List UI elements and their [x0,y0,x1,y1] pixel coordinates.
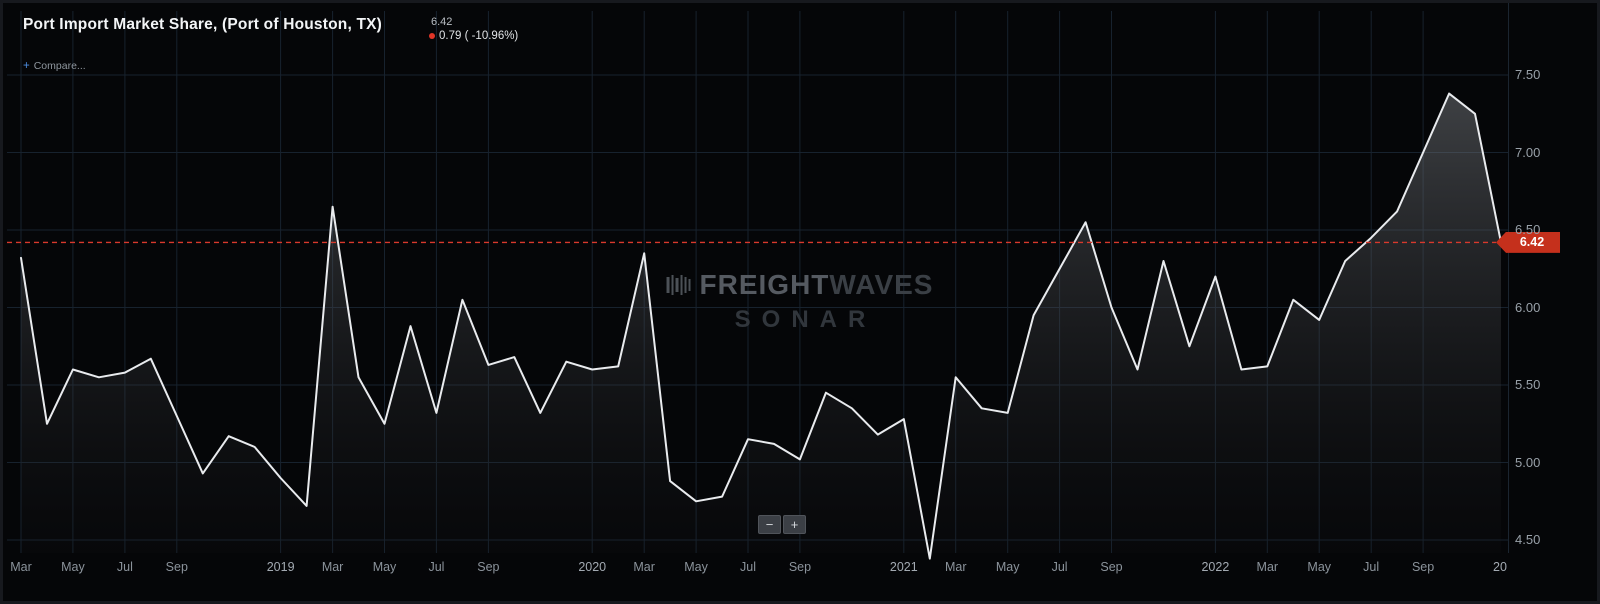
x-axis-label: Sep [165,560,188,574]
compare-label: Compare... [33,60,86,72]
current-price-tag: 6.42 [1496,231,1560,253]
plus-icon: + [23,60,30,72]
x-axis-label: Mar [944,560,967,574]
x-axis-label: Mar [633,560,655,574]
y-axis-label: 6.00 [1515,299,1541,315]
last-value-readout: 6.42 [431,16,453,28]
compare-button[interactable]: + Compare... [23,60,86,72]
x-axis-label: May [372,560,397,574]
x-axis-label: Sep [1100,560,1123,574]
x-axis-label: May [1307,560,1332,574]
x-axis-label: Jul [116,560,133,574]
series-color-dot-icon [429,33,435,39]
x-axis-label: Jul [1051,560,1068,574]
x-axis-label: Jul [1363,560,1380,574]
x-axis-label: Sep [788,560,812,574]
y-axis-label: 4.50 [1515,532,1541,547]
x-axis-label: Sep [1411,560,1435,574]
chart-panel: FREIGHTWAVES SONAR Port Import Market Sh… [3,3,1597,601]
zoom-controls: − + [758,515,806,534]
zoom-in-button[interactable]: + [783,515,806,534]
x-axis-label: Sep [477,560,500,574]
y-axis-label: 6.50 [1515,222,1541,237]
x-axis-label: 2020 [578,560,607,574]
area-series [21,93,1501,559]
x-axis-label: 2022 [1201,560,1230,574]
x-axis-label: Jul [428,560,445,574]
x-axis-label: May [684,560,708,574]
zoom-out-button[interactable]: − [758,515,781,534]
change-readout: 0.79 ( -10.96%) [429,30,518,42]
y-axis-label: 5.50 [1515,377,1541,392]
chart-plot-area[interactable] [3,3,1597,601]
chart-title: Port Import Market Share, (Port of Houst… [23,16,383,33]
x-axis-label: May [61,560,85,574]
change-text: 0.79 ( -10.96%) [439,30,519,42]
x-axis-label: May [995,560,1020,574]
x-axis-label: 2021 [889,560,918,574]
line-series [20,92,1502,560]
x-axis-label: Mar [10,560,32,574]
y-axis-label: 7.00 [1515,144,1541,160]
y-axis-label: 7.50 [1515,67,1541,82]
x-axis-label: Mar [1256,560,1279,574]
x-axis-label: Jul [740,560,757,574]
x-axis-label: 2019 [266,560,295,574]
x-axis-label: Mar [321,560,344,574]
chart-svg [7,3,1509,560]
y-axis-label: 5.00 [1515,454,1541,470]
x-axis-label: 20 [1493,560,1507,574]
